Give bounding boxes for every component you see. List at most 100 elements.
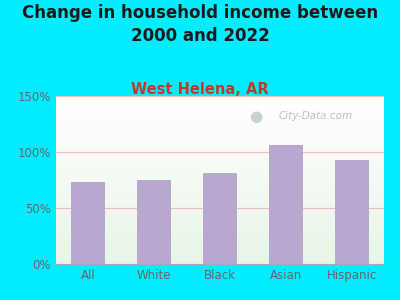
Bar <box>56 188 384 190</box>
Bar <box>56 249 384 250</box>
Bar <box>56 254 384 256</box>
Bar <box>56 165 384 166</box>
Text: City-Data.com: City-Data.com <box>279 111 353 121</box>
Bar <box>56 138 384 140</box>
Bar <box>56 131 384 133</box>
Bar <box>56 182 384 183</box>
Bar <box>56 103 384 104</box>
Bar <box>56 242 384 244</box>
Bar <box>56 190 384 192</box>
Bar <box>56 121 384 123</box>
Bar <box>56 178 384 180</box>
Bar <box>56 136 384 138</box>
Bar <box>56 215 384 217</box>
Bar <box>56 141 384 143</box>
Bar <box>56 104 384 106</box>
Bar <box>56 257 384 259</box>
Bar <box>56 237 384 239</box>
Bar <box>56 99 384 101</box>
Bar <box>56 227 384 229</box>
Bar <box>56 123 384 124</box>
Bar <box>56 245 384 247</box>
Bar <box>56 224 384 225</box>
Bar <box>56 252 384 254</box>
Bar <box>56 124 384 126</box>
Bar <box>56 152 384 153</box>
Bar <box>56 208 384 210</box>
Bar <box>56 110 384 111</box>
Bar <box>56 232 384 234</box>
Bar <box>56 225 384 227</box>
Bar <box>56 197 384 199</box>
Bar <box>56 153 384 155</box>
Bar <box>56 101 384 103</box>
Bar <box>56 239 384 241</box>
Bar <box>56 259 384 261</box>
Bar <box>56 135 384 136</box>
Bar <box>56 195 384 197</box>
Bar <box>71 182 105 264</box>
Bar <box>56 180 384 182</box>
Bar <box>56 133 384 135</box>
Bar <box>269 145 303 264</box>
Bar <box>56 148 384 150</box>
Bar <box>56 210 384 212</box>
Bar <box>56 200 384 202</box>
Bar <box>56 212 384 214</box>
Bar <box>56 150 384 152</box>
Bar <box>56 163 384 165</box>
Bar <box>335 160 369 264</box>
Bar <box>56 236 384 237</box>
Bar <box>56 261 384 262</box>
Bar <box>56 116 384 118</box>
Bar <box>56 140 384 141</box>
Bar <box>137 180 171 264</box>
Bar <box>56 219 384 220</box>
Bar <box>56 119 384 121</box>
Bar <box>56 247 384 249</box>
Text: West Helena, AR: West Helena, AR <box>131 82 269 98</box>
Bar <box>56 157 384 158</box>
Bar <box>56 126 384 128</box>
Bar <box>56 214 384 215</box>
Bar <box>56 202 384 203</box>
Bar <box>56 118 384 119</box>
Bar <box>56 113 384 115</box>
Bar <box>56 256 384 257</box>
Bar <box>56 205 384 207</box>
Bar <box>56 146 384 148</box>
Bar <box>56 185 384 187</box>
Bar <box>56 229 384 230</box>
Bar <box>56 145 384 146</box>
Bar <box>56 234 384 236</box>
Bar <box>56 96 384 98</box>
Bar <box>56 183 384 185</box>
Bar <box>56 194 384 195</box>
Bar <box>56 175 384 177</box>
Bar <box>56 130 384 131</box>
Bar <box>56 222 384 224</box>
Bar <box>56 168 384 170</box>
Bar <box>56 111 384 113</box>
Bar <box>56 250 384 252</box>
Text: ●: ● <box>250 109 263 124</box>
Bar <box>56 203 384 205</box>
Bar <box>56 155 384 157</box>
Bar <box>56 158 384 160</box>
Bar <box>56 207 384 208</box>
Bar <box>56 173 384 175</box>
Bar <box>56 220 384 222</box>
Bar <box>56 192 384 194</box>
Bar <box>203 173 237 264</box>
Bar <box>56 115 384 116</box>
Bar <box>56 199 384 200</box>
Bar <box>56 241 384 242</box>
Bar <box>56 172 384 173</box>
Bar <box>56 128 384 130</box>
Bar <box>56 160 384 161</box>
Bar <box>56 167 384 168</box>
Bar <box>56 187 384 188</box>
Bar <box>56 161 384 163</box>
Bar <box>56 262 384 264</box>
Bar <box>56 106 384 108</box>
